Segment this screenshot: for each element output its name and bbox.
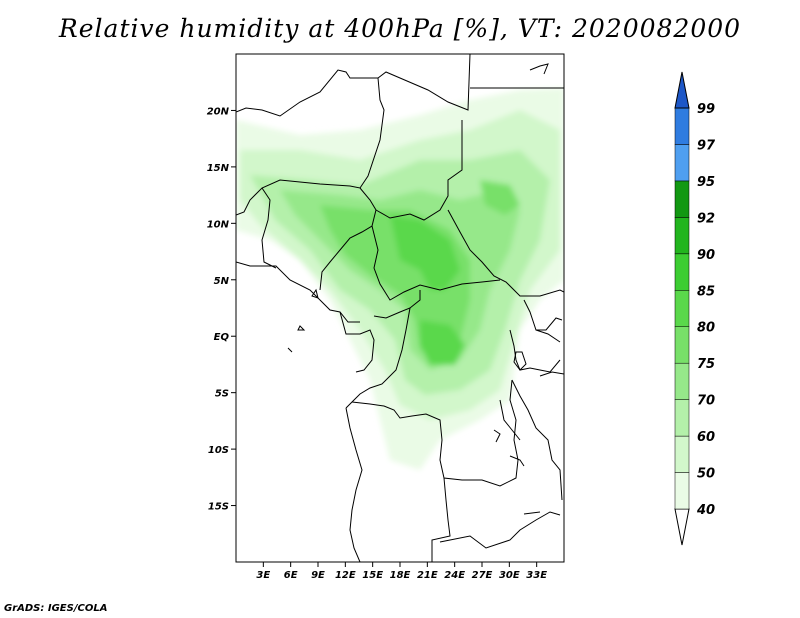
colorbar-label: 97 [697,138,716,153]
lon-tick-label: 30E [499,570,520,581]
lat-tick-label: 15S [208,502,229,513]
colorbar-swatch [674,217,690,255]
lat-tick-label: EQ [214,332,230,343]
colorbar-label: 90 [697,248,715,263]
country-borders [236,54,564,562]
colorbar-label: 75 [697,357,715,372]
lon-tick-label: 12E [335,570,356,581]
colorbar-swatch [674,435,690,473]
lat-tick-label: 10S [208,445,229,456]
colorbar-swatch [674,399,690,437]
lat-tick-label: 15N [207,163,230,174]
colorbar-swatch [674,144,690,182]
colorbar-label: 99 [697,102,715,117]
latitude-ticks: 20N 15N 10N 5N EQ 5S 10S 15S [207,106,236,513]
lon-tick-label: 21E [417,570,438,581]
colorbar-bottom-arrow [674,508,690,546]
lon-tick-label: 3E [256,570,270,581]
longitude-ticks: 3E 6E 9E 12E 15E 18E 21E 24E 27E 30E 33E [256,562,547,581]
colorbar-swatch [674,472,690,510]
colorbar-swatch [674,107,690,145]
colorbar-label: 85 [697,284,715,299]
colorbar-label: 95 [697,175,715,190]
colorbar-label: 70 [697,394,715,409]
lon-tick-label: 33E [526,570,547,581]
colorbar: 40 50 60 70 75 80 85 90 92 95 97 99 [674,71,716,546]
colorbar-label: 80 [697,321,715,336]
lat-tick-label: 5N [214,276,230,287]
colorbar-label: 50 [697,467,715,482]
lat-tick-label: 10N [207,219,230,230]
colorbar-swatch [674,362,690,400]
lat-tick-label: 20N [207,106,230,117]
colorbar-swatch [674,326,690,364]
lon-tick-label: 6E [284,570,298,581]
grads-credit: GrADS: IGES/COLA [4,603,108,614]
colorbar-label: 92 [697,211,715,226]
colorbar-swatch [674,253,690,291]
lon-tick-label: 24E [444,570,465,581]
colorbar-label: 40 [696,503,715,518]
lon-tick-label: 15E [362,570,383,581]
colorbar-swatch [674,290,690,327]
colorbar-label: 60 [697,430,715,445]
lon-tick-label: 9E [311,570,325,581]
lon-tick-label: 18E [390,570,411,581]
colorbar-top-arrow [674,71,690,109]
lat-tick-label: 5S [215,389,229,400]
colorbar-swatch [674,180,690,218]
lon-tick-label: 27E [472,570,493,581]
humidity-field [236,88,564,470]
map-title: Relative humidity at 400hPa [%], VT: 202… [58,14,742,43]
